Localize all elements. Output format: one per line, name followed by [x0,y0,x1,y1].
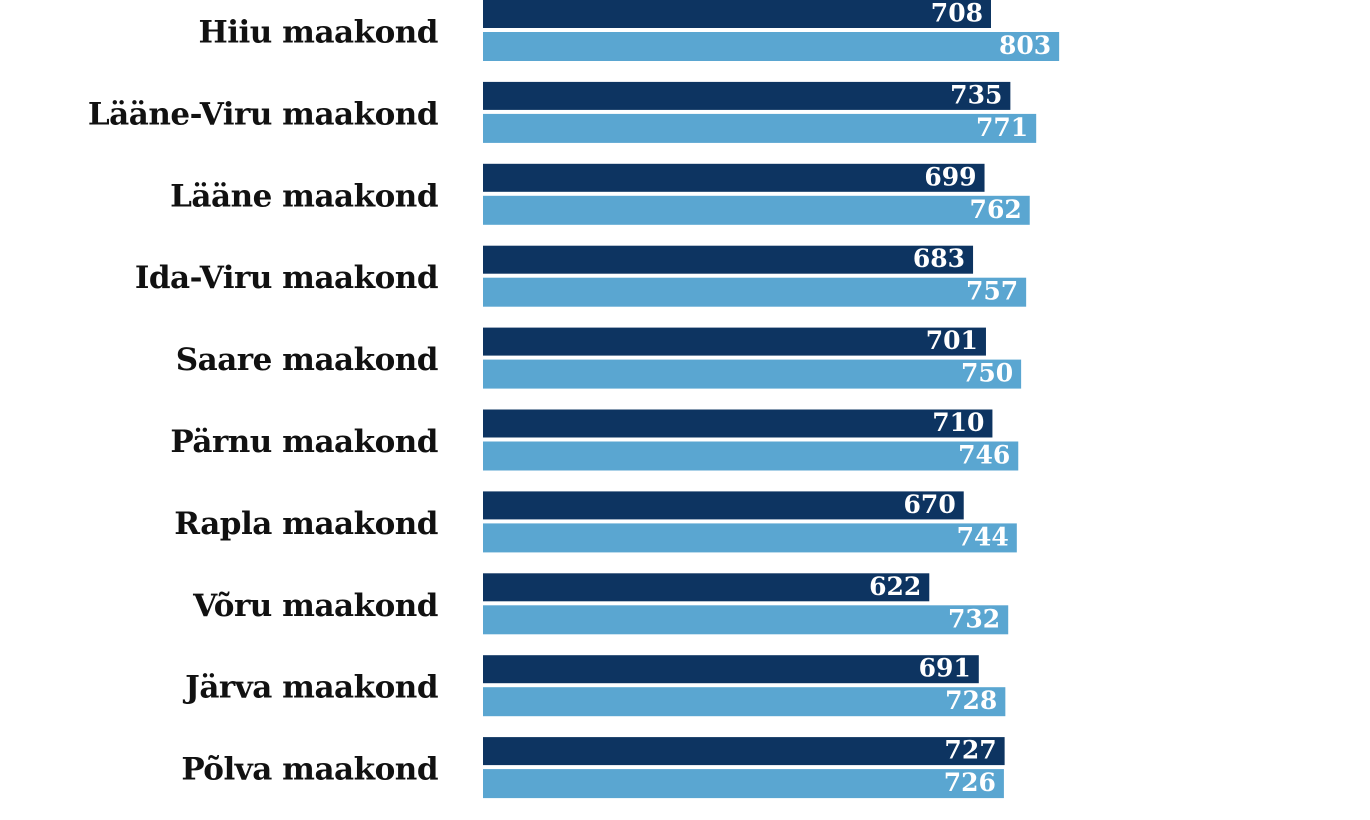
bar [483,573,930,602]
value-label: 732 [948,604,1000,633]
bar [483,769,1004,799]
value-label: 701 [926,326,978,355]
bar [483,0,991,28]
bar [483,245,974,274]
value-label: 683 [913,244,965,273]
value-label: 735 [950,80,1002,109]
bar [483,491,964,520]
value-label: 746 [958,441,1010,470]
category-label: Pärnu maakond [170,424,438,460]
bar [483,163,985,192]
bar [483,195,1030,225]
value-label: 803 [999,31,1051,60]
bar [483,113,1037,143]
category-label: Võru maakond [192,588,438,624]
category-label: Hiiu maakond [198,15,438,51]
value-label: 771 [976,113,1028,142]
value-label: 757 [966,277,1018,306]
value-label: 728 [945,686,997,715]
value-label: 622 [869,572,921,601]
value-label: 750 [961,359,1013,388]
bar [483,737,1005,766]
bar [483,32,1060,61]
category-label: Järva maakond [182,670,438,706]
category-label: Lääne maakond [170,178,438,214]
bar [483,655,979,684]
category-label: Saare maakond [176,342,438,378]
bar [483,359,1022,389]
value-label: 710 [932,408,984,437]
value-label: 670 [904,490,956,519]
bar [483,81,1011,110]
bar [483,277,1027,307]
bar [483,327,986,356]
bar [483,687,1006,717]
value-label: 744 [957,522,1009,551]
value-label: 708 [931,0,983,28]
category-label: Ida-Viru maakond [135,260,438,296]
bar [483,441,1019,471]
bar [483,409,993,438]
value-label: 727 [944,736,996,765]
value-label: 762 [970,195,1022,224]
value-label: 726 [944,768,996,797]
category-label: Rapla maakond [174,506,438,542]
value-label: 699 [924,162,976,191]
category-label: Põlva maakond [181,752,438,788]
value-label: 691 [919,654,971,683]
bar [483,523,1017,553]
category-label: Lääne-Viru maakond [88,96,438,132]
bar [483,605,1009,635]
